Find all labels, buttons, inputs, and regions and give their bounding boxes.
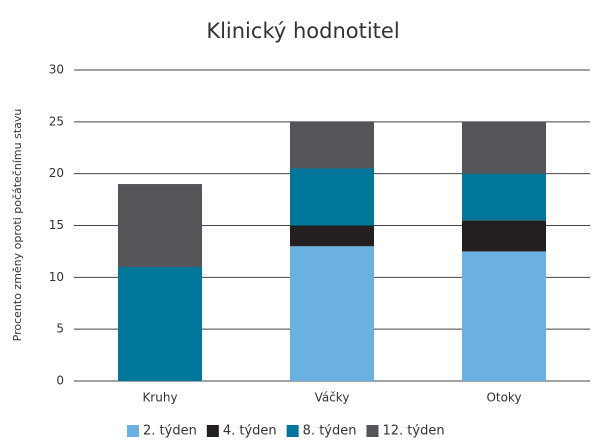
bar-segment — [290, 246, 374, 381]
x-tick-label: Kruhy — [142, 391, 177, 405]
legend-swatch — [286, 425, 299, 437]
x-tick-label: Otoky — [486, 391, 521, 405]
bar-segment — [462, 173, 546, 221]
legend-swatch — [206, 425, 219, 437]
y-tick-label: 20 — [49, 166, 64, 180]
bar-segment — [462, 121, 546, 174]
chart-title: Klinický hodnotitel — [206, 19, 399, 43]
bar-segment — [118, 266, 202, 381]
legend-swatch — [127, 425, 139, 437]
y-tick-label: 0 — [56, 374, 64, 388]
bar-segment — [290, 225, 374, 247]
legend-label: 12. týden — [382, 424, 444, 439]
legend-swatch — [366, 425, 379, 437]
y-tick-label: 30 — [49, 63, 64, 77]
bar-segment — [290, 121, 374, 169]
bar-segment — [118, 184, 202, 267]
y-tick-label: 25 — [49, 114, 64, 128]
legend-label: 8. týden — [303, 424, 357, 439]
legend-label: 4. týden — [223, 424, 277, 439]
legend-label: 2. týden — [143, 424, 197, 439]
x-tick-label: Váčky — [315, 391, 350, 405]
y-tick-label: 5 — [56, 322, 64, 336]
y-axis-label: Procento změny oproti počátečnímu stavu — [11, 109, 24, 342]
bar-segment — [290, 168, 374, 226]
y-tick-label: 10 — [49, 270, 64, 284]
bar-segment — [462, 251, 546, 381]
y-tick-label: 15 — [49, 218, 64, 232]
bar-segment — [462, 220, 546, 252]
